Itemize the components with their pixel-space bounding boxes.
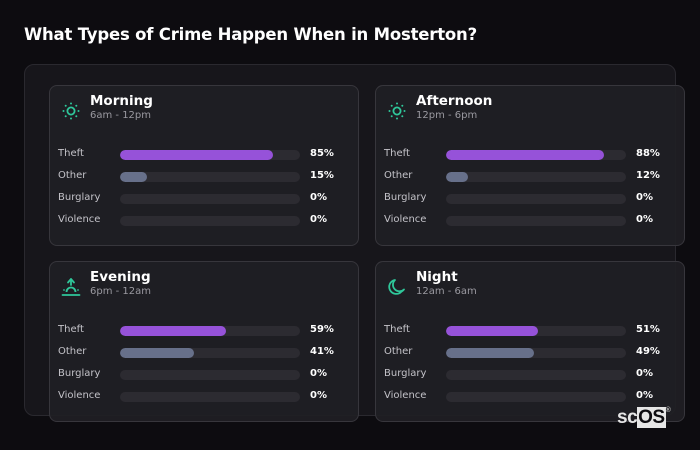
bar-track: [120, 370, 300, 380]
row-violence: Violence 0%: [376, 213, 684, 227]
bar-track: [446, 326, 626, 336]
row-label: Violence: [58, 390, 101, 401]
row-label: Burglary: [384, 368, 427, 379]
row-label: Burglary: [58, 368, 101, 379]
row-label: Violence: [384, 390, 427, 401]
row-label: Other: [58, 346, 87, 357]
row-value: 0%: [310, 390, 327, 401]
card-morning: Morning 6am - 12pm Theft 85% Other 15% B…: [49, 85, 359, 246]
row-value: 51%: [636, 324, 660, 335]
sunset-icon: [61, 278, 81, 296]
bar-fill-other: [120, 172, 147, 182]
card-title: Afternoon: [416, 93, 493, 109]
row-other: Other 12%: [376, 169, 684, 183]
bar-track: [120, 326, 300, 336]
row-label: Theft: [58, 148, 84, 159]
sun-icon: [62, 102, 80, 120]
bar-track: [120, 172, 300, 182]
row-burglary: Burglary 0%: [50, 191, 358, 205]
bar-fill-theft: [446, 150, 605, 160]
row-label: Other: [58, 170, 87, 181]
row-value: 0%: [310, 192, 327, 203]
card-title: Morning: [90, 93, 153, 109]
logo-text-a: sc: [617, 407, 638, 428]
bar-fill-other: [120, 348, 194, 358]
card-time-range: 12am - 6am: [416, 286, 477, 297]
card-title: Evening: [90, 269, 151, 285]
row-label: Violence: [384, 214, 427, 225]
card-time-range: 6pm - 12am: [90, 286, 152, 297]
moon-icon: [388, 279, 405, 295]
card-evening: Evening 6pm - 12am Theft 59% Other 41% B…: [49, 261, 359, 422]
row-theft: Theft 51%: [376, 323, 684, 337]
bar-track: [446, 172, 626, 182]
registered-mark: ®: [665, 407, 671, 414]
bar-track: [446, 216, 626, 226]
bar-track: [446, 392, 626, 402]
row-value: 85%: [310, 148, 334, 159]
bar-track: [120, 348, 300, 358]
row-value: 0%: [310, 368, 327, 379]
card-afternoon: Afternoon 12pm - 6pm Theft 88% Other 12%…: [375, 85, 685, 246]
bar-fill-theft: [446, 326, 538, 336]
bar-track: [120, 150, 300, 160]
page-title: What Types of Crime Happen When in Moste…: [24, 25, 477, 44]
row-other: Other 49%: [376, 345, 684, 359]
bar-fill-other: [446, 348, 535, 358]
row-label: Violence: [58, 214, 101, 225]
row-other: Other 41%: [50, 345, 358, 359]
bar-track: [446, 370, 626, 380]
row-label: Theft: [384, 148, 410, 159]
bar-track: [446, 150, 626, 160]
row-burglary: Burglary 0%: [376, 191, 684, 205]
card-night: Night 12am - 6am Theft 51% Other 49% Bur…: [375, 261, 685, 422]
row-value: 12%: [636, 170, 660, 181]
card-time-range: 12pm - 6pm: [416, 110, 478, 121]
row-other: Other 15%: [50, 169, 358, 183]
row-violence: Violence 0%: [50, 213, 358, 227]
row-value: 0%: [636, 214, 653, 225]
row-value: 49%: [636, 346, 660, 357]
bar-fill-theft: [120, 326, 227, 336]
row-burglary: Burglary 0%: [376, 367, 684, 381]
row-theft: Theft 85%: [50, 147, 358, 161]
bar-track: [120, 216, 300, 226]
row-value: 0%: [310, 214, 327, 225]
bar-track: [120, 194, 300, 204]
bar-fill-theft: [120, 150, 273, 160]
row-value: 15%: [310, 170, 334, 181]
bar-track: [446, 348, 626, 358]
scos-logo: scOS®: [617, 407, 671, 429]
row-label: Burglary: [58, 192, 101, 203]
row-theft: Theft 59%: [50, 323, 358, 337]
row-violence: Violence 0%: [376, 389, 684, 403]
row-violence: Violence 0%: [50, 389, 358, 403]
bar-track: [446, 194, 626, 204]
row-value: 88%: [636, 148, 660, 159]
card-title: Night: [416, 269, 458, 285]
row-value: 0%: [636, 390, 653, 401]
row-burglary: Burglary 0%: [50, 367, 358, 381]
row-label: Burglary: [384, 192, 427, 203]
row-label: Other: [384, 170, 413, 181]
row-label: Theft: [58, 324, 84, 335]
row-value: 0%: [636, 192, 653, 203]
row-theft: Theft 88%: [376, 147, 684, 161]
row-value: 59%: [310, 324, 334, 335]
sun-icon: [388, 102, 406, 120]
logo-text-b: OS: [637, 407, 666, 428]
row-label: Theft: [384, 324, 410, 335]
bar-track: [120, 392, 300, 402]
row-label: Other: [384, 346, 413, 357]
row-value: 0%: [636, 368, 653, 379]
bar-fill-other: [446, 172, 468, 182]
row-value: 41%: [310, 346, 334, 357]
card-time-range: 6am - 12pm: [90, 110, 152, 121]
